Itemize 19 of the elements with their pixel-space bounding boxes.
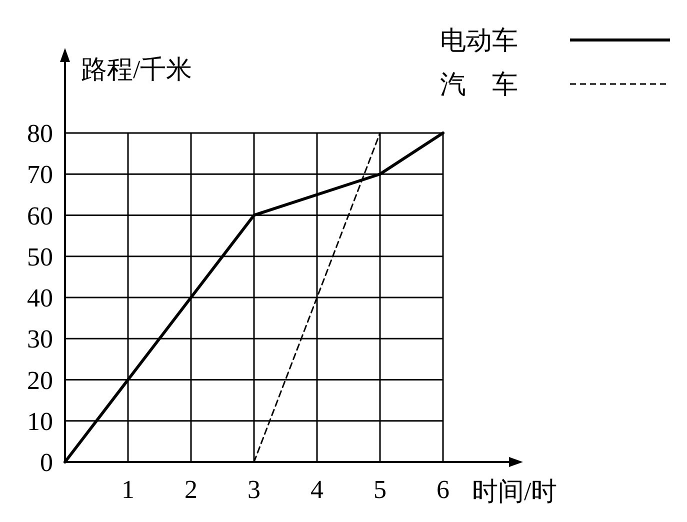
legend-label: 汽 车 bbox=[440, 70, 518, 99]
x-tick-label: 6 bbox=[436, 475, 450, 504]
x-axis-title: 时间/时 bbox=[472, 477, 558, 506]
x-tick-label: 2 bbox=[184, 475, 198, 504]
y-tick-label: 70 bbox=[27, 160, 53, 190]
y-tick-label: 40 bbox=[27, 284, 53, 312]
x-tick-label: 3 bbox=[248, 475, 260, 504]
y-tick-label: 10 bbox=[27, 406, 53, 436]
y-tick-label: 20 bbox=[27, 366, 53, 395]
legend-label: 电动车 bbox=[440, 26, 518, 55]
x-tick-label: 4 bbox=[310, 475, 324, 504]
y-tick-label: 0 bbox=[40, 448, 53, 477]
y-tick-label: 80 bbox=[27, 119, 53, 148]
x-tick-label: 5 bbox=[374, 475, 386, 504]
y-tick-label: 30 bbox=[27, 324, 53, 354]
y-tick-label: 60 bbox=[27, 201, 53, 230]
y-tick-label: 50 bbox=[27, 242, 53, 272]
x-tick-label: 1 bbox=[122, 475, 134, 504]
y-axis-title: 路程/千米 bbox=[81, 55, 192, 84]
